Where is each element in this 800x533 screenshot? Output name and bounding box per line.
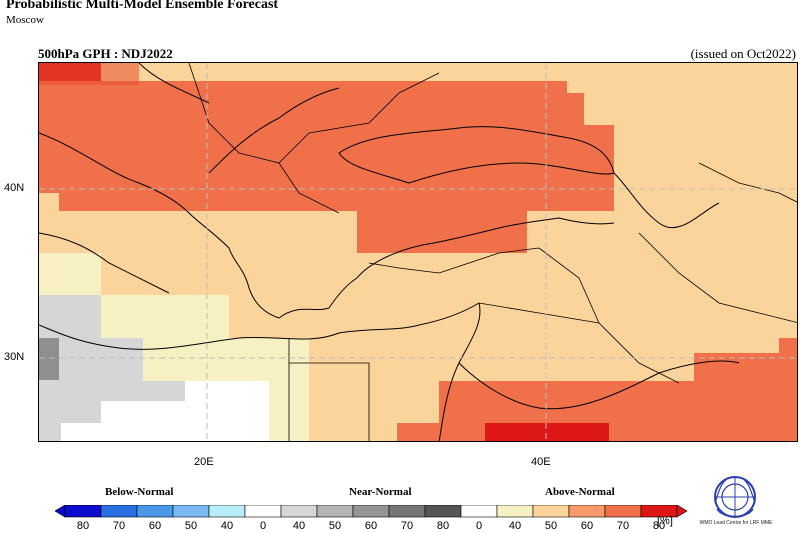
borders: [188, 63, 797, 441]
colorbar-swatch: [424, 505, 462, 518]
colorbar-tick-label: 60: [580, 520, 594, 532]
colorbar-arrow-right: [676, 505, 688, 518]
colorbar-swatch: [172, 505, 210, 518]
colorbar-tick-label: 60: [148, 520, 162, 532]
colorbar-swatch: [604, 505, 642, 518]
colorbar-tick-label: 0: [259, 520, 267, 532]
lon-tick-40e: 40E: [531, 456, 551, 468]
region-above-50-60-north: [39, 81, 614, 253]
legend-category-near: Near-Normal: [349, 486, 412, 498]
colorbar-tick-label: 0: [475, 520, 483, 532]
region-above-50-60-east: [694, 353, 797, 441]
legend-category-below: Below-Normal: [105, 486, 174, 498]
lat-tick-30n: 30N: [4, 351, 25, 363]
colorbar-tick-label: 40: [292, 520, 306, 532]
map-subtitle: Moscow: [6, 14, 44, 26]
forecast-map: [38, 62, 798, 442]
colorbar-swatch: [388, 505, 426, 518]
region-white: [61, 381, 269, 441]
colorbar-swatch: [316, 505, 354, 518]
colorbar-swatch: [100, 505, 138, 518]
colorbar-tick-label: 80: [652, 520, 666, 532]
graticule: [39, 63, 797, 441]
lon-tick-20e: 20E: [194, 456, 214, 468]
region-near-60-70: [39, 338, 59, 380]
wmo-logo-text: WMO Lead Centre for LRF MME: [699, 520, 773, 526]
legend-unit: [%]: [657, 515, 673, 527]
field-label: 500hPa GPH : NDJ2022: [38, 46, 173, 61]
colorbar-tick-label: 60: [364, 520, 378, 532]
colorbar-swatch: [532, 505, 570, 518]
colorbar-tick-label: 50: [328, 520, 342, 532]
region-above-70-80-south: [485, 423, 609, 441]
legend-category-above: Above-Normal: [545, 486, 615, 498]
colorbar-arrow-left: [55, 505, 66, 518]
region-above-60-70-nw: [39, 63, 139, 85]
colorbar-swatch: [136, 505, 174, 518]
colorbar-swatch: [64, 505, 102, 518]
colorbar-swatch: [244, 505, 282, 518]
colorbar-tick-label: 50: [184, 520, 198, 532]
colorbar-swatch: [568, 505, 606, 518]
colorbar-tick-label: 70: [616, 520, 630, 532]
colorbar-tick-label: 50: [544, 520, 558, 532]
colorbar-swatch: [280, 505, 318, 518]
colorbar-swatch: [496, 505, 534, 518]
colorbar-tick-label: 80: [76, 520, 90, 532]
lat-tick-40n: 40N: [4, 182, 25, 194]
colorbar-swatch: [208, 505, 246, 518]
coastlines: [39, 63, 740, 441]
colorbar-tick-label: 70: [112, 520, 126, 532]
colorbar-tick-label: 70: [400, 520, 414, 532]
map-title: Probabilistic Multi-Model Ensemble Forec…: [6, 0, 279, 12]
colorbar-tick-label: 40: [508, 520, 522, 532]
wmo-logo-icon: [714, 476, 756, 518]
colorbar-swatch: [352, 505, 390, 518]
colorbar-tick-label: 40: [220, 520, 234, 532]
color-scale: [55, 505, 688, 518]
issued-date: (issued on Oct2022): [690, 46, 796, 61]
colorbar-swatch: [460, 505, 498, 518]
colorbar-tick-label: 80: [436, 520, 450, 532]
